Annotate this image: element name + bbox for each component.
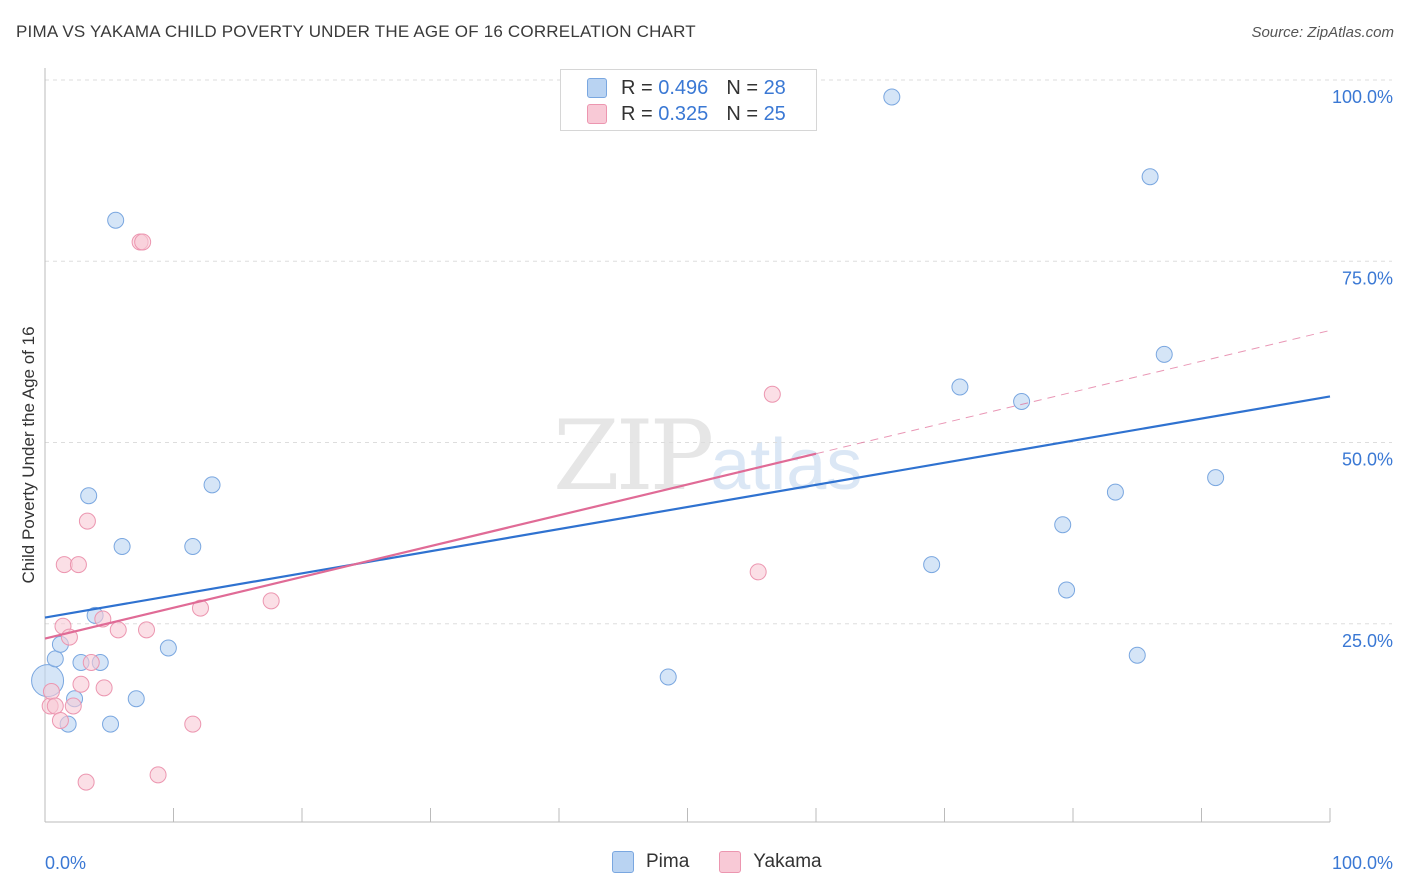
pima-point — [883, 88, 901, 106]
yakama-point — [134, 233, 152, 251]
y-tick-label-75: 75.0% — [1342, 268, 1393, 288]
pima-point — [80, 487, 98, 505]
pima-n-label: N = — [726, 76, 758, 99]
pima-point — [113, 538, 131, 555]
yakama-trend-line — [44, 452, 817, 640]
legend-yakama-label: Yakama — [753, 851, 822, 872]
yakama-point — [77, 773, 95, 791]
pima-point — [1058, 581, 1076, 599]
yakama-point — [72, 675, 90, 693]
pima-point — [1207, 469, 1225, 487]
yakama-n-value: 25 — [763, 102, 786, 125]
legend-row-yakama: R = 0.325 N = 25 — [587, 102, 786, 126]
chart-title: PIMA VS YAKAMA CHILD POVERTY UNDER THE A… — [16, 22, 696, 41]
yakama-n-label: N = — [726, 102, 758, 125]
pima-point — [107, 211, 125, 229]
yakama-swatch — [587, 104, 607, 124]
source-credit: Source: ZipAtlas.com — [1251, 24, 1394, 41]
yakama-point — [184, 715, 202, 733]
pima-point — [1155, 345, 1173, 363]
y-tick-label-25: 25.0% — [1342, 631, 1393, 651]
yakama-point — [82, 654, 100, 671]
stats-legend: R = 0.496 N = 28 R = 0.325 N = 25 — [560, 69, 817, 131]
pima-point — [951, 378, 969, 396]
pima-n-value: 28 — [763, 76, 786, 99]
yakama-point — [191, 599, 209, 617]
legend-pima-swatch — [612, 851, 634, 873]
pima-point — [1141, 168, 1159, 186]
x-tick-label-start: 0.0% — [45, 853, 86, 873]
yakama-point — [149, 766, 167, 784]
pima-point — [923, 556, 941, 574]
legend-pima-label: Pima — [646, 851, 690, 872]
pima-point — [203, 476, 221, 494]
yakama-point — [42, 683, 60, 700]
yakama-r-label: R = — [621, 102, 653, 125]
yakama-point — [78, 512, 96, 530]
pima-point — [659, 668, 677, 686]
pima-point — [159, 639, 177, 657]
yakama-r-value: 0.325 — [658, 102, 709, 125]
pima-point — [1128, 646, 1146, 664]
x-tick-label-end: 100.0% — [1332, 853, 1393, 873]
yakama-point — [262, 592, 280, 610]
yakama-point — [763, 385, 781, 403]
yakama-point — [55, 556, 73, 574]
yakama-point — [51, 712, 69, 729]
legend-yakama-swatch — [719, 851, 742, 873]
pima-r-value: 0.496 — [658, 76, 709, 99]
pima-trend-line — [44, 395, 1331, 619]
yakama-point — [109, 621, 127, 639]
yakama-trend-extension — [815, 329, 1331, 455]
pima-point — [46, 650, 64, 668]
pima-r-label: R = — [621, 76, 653, 99]
y-tick-label-50: 50.0% — [1342, 450, 1393, 470]
yakama-point — [69, 556, 87, 574]
pima-point — [1013, 393, 1031, 410]
watermark-zip: ZIP — [553, 400, 714, 512]
pima-point — [102, 715, 120, 733]
pima-point — [1106, 483, 1124, 501]
y-tick-label-100: 100.0% — [1332, 87, 1393, 107]
yakama-point — [46, 697, 64, 715]
pima-swatch — [587, 78, 607, 98]
watermark: ZIPatlas — [553, 400, 862, 512]
series-legend: Pima Yakama — [612, 851, 852, 873]
y-axis-label: Child Poverty Under the Age of 16 — [19, 326, 38, 583]
legend-item-yakama: Yakama — [719, 851, 822, 873]
yakama-point — [138, 621, 156, 639]
pima-point — [127, 690, 145, 708]
yakama-point — [95, 679, 113, 697]
pima-point — [1054, 516, 1072, 534]
legend-row-pima: R = 0.496 N = 28 — [587, 76, 786, 100]
pima-point — [184, 538, 202, 555]
legend-item-pima: Pima — [612, 851, 689, 873]
yakama-point — [64, 697, 82, 715]
watermark-atlas: atlas — [710, 425, 863, 505]
yakama-point — [749, 563, 767, 581]
